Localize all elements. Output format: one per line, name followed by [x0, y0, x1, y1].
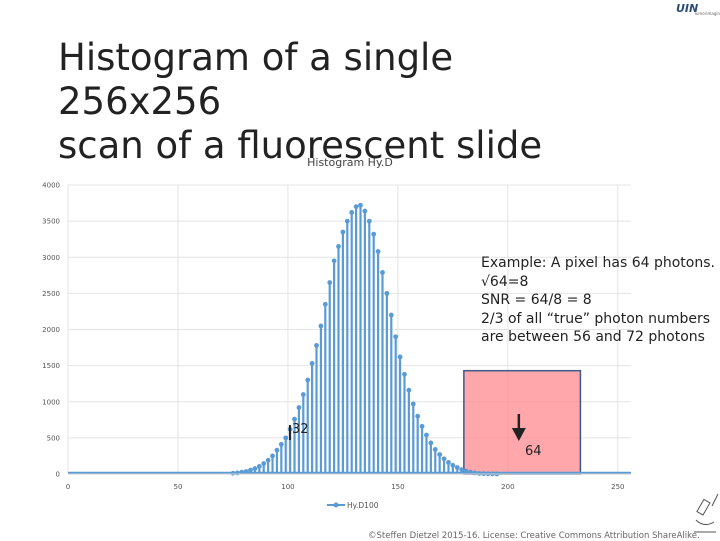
histogram-point: [278, 441, 284, 447]
y-tick-label: 4000: [42, 182, 60, 190]
legend-label: Hy.D100: [347, 501, 379, 510]
histogram-point: [274, 447, 280, 453]
slide-title-line-2: scan of a fluorescent slide: [58, 124, 543, 167]
x-tick-label: 150: [391, 483, 404, 491]
histogram-point: [397, 354, 403, 360]
histogram-point: [305, 377, 311, 383]
histogram-point: [424, 432, 429, 438]
histogram-point: [296, 405, 302, 410]
annotation-line-2: √64=8: [481, 273, 529, 290]
histogram-point: [314, 342, 319, 348]
histogram-point: [415, 413, 421, 419]
histogram-point: [371, 231, 377, 237]
histogram-point: [340, 229, 346, 235]
institution-logo: UIN Tumorimaging: [664, 2, 720, 28]
histogram-point: [256, 464, 262, 469]
histogram-point: [318, 323, 324, 329]
x-tick-label: 200: [501, 483, 514, 491]
legend-swatch-point: [333, 502, 339, 508]
histogram-point: [450, 462, 456, 468]
histogram-point: [476, 471, 482, 476]
y-tick-label: 0: [56, 471, 60, 479]
histogram-point: [437, 452, 443, 457]
histogram-point: [441, 456, 447, 462]
snr-explanation: Example: A pixel has 64 photons. √64=8 S…: [481, 254, 720, 347]
histogram-point: [419, 423, 425, 429]
microscope-icon: [694, 493, 719, 533]
histogram-point: [322, 301, 328, 307]
histogram-point: [384, 290, 390, 296]
histogram-point: [410, 401, 416, 407]
x-tick-label: 100: [281, 483, 294, 491]
histogram-point: [402, 371, 407, 377]
histogram-point: [393, 334, 399, 340]
histogram-point: [336, 244, 341, 249]
histogram-point: [446, 460, 451, 465]
histogram-point: [239, 469, 245, 475]
copyright-notice: ©Steffen Dietzel 2015-16. License: Creat…: [368, 531, 700, 541]
x-tick-label: 50: [174, 483, 183, 491]
histogram-point: [309, 361, 315, 366]
histogram-point: [428, 440, 434, 446]
histogram-point: [432, 447, 438, 452]
y-tick-label: 1500: [42, 362, 60, 370]
marker-label-64: 64: [525, 444, 542, 459]
marker-label-32: 32: [292, 422, 309, 437]
slide-title: Histogram of a single 256x256 scan of a …: [58, 36, 618, 168]
histogram-point: [362, 208, 368, 214]
histogram-point: [230, 470, 236, 476]
histogram-point: [472, 470, 478, 476]
histogram-point: [252, 466, 258, 471]
y-tick-label: 3500: [42, 218, 60, 226]
y-tick-label: 2000: [42, 326, 60, 334]
histogram-point: [454, 465, 460, 470]
logo-subtext: Tumorimaging: [694, 11, 720, 16]
histogram-point: [463, 468, 469, 474]
chart-title: Histogram Hy.D: [307, 156, 393, 169]
histogram-point: [327, 280, 333, 285]
annotation-line-4: 2/3 of all “true” photon numbers: [481, 310, 711, 327]
histogram-point: [349, 210, 355, 215]
logo-text: UIN: [676, 2, 699, 15]
histogram-point: [248, 467, 253, 473]
annotation-line-3: SNR = 64/8 = 8: [481, 292, 592, 308]
annotation-line-1: Example: A pixel has 64 photons.: [481, 255, 715, 271]
histogram-point: [459, 467, 465, 473]
histogram-point: [353, 204, 359, 210]
y-tick-label: 3000: [42, 254, 60, 262]
y-tick-label: 1000: [42, 398, 60, 406]
histogram-point: [234, 470, 240, 476]
histogram-point: [380, 270, 385, 275]
y-tick-label: 2500: [42, 290, 60, 298]
histogram-point: [243, 469, 249, 474]
histogram-point: [265, 457, 271, 463]
histogram-point: [283, 435, 289, 441]
histogram-point: [358, 202, 363, 208]
histogram-point: [375, 249, 381, 254]
y-tick-label: 500: [47, 434, 60, 442]
histogram-point: [366, 218, 372, 224]
snr-range-highlight: [463, 369, 582, 475]
slide-title-line-1: Histogram of a single 256x256: [58, 36, 454, 123]
histogram-point: [292, 416, 297, 422]
histogram-point: [344, 218, 350, 224]
histogram-point: [270, 453, 275, 459]
histogram-point: [406, 387, 412, 393]
histogram-point: [261, 461, 267, 466]
annotation-line-5: are between 56 and 72 photons: [481, 329, 705, 345]
marker-64-arrow-head: [511, 428, 526, 441]
histogram-point: [468, 469, 473, 475]
x-tick-label: 250: [611, 483, 624, 491]
x-tick-label: 0: [66, 483, 70, 491]
histogram-point: [331, 258, 337, 264]
histogram-point: [300, 392, 306, 397]
histogram-point: [388, 312, 394, 318]
